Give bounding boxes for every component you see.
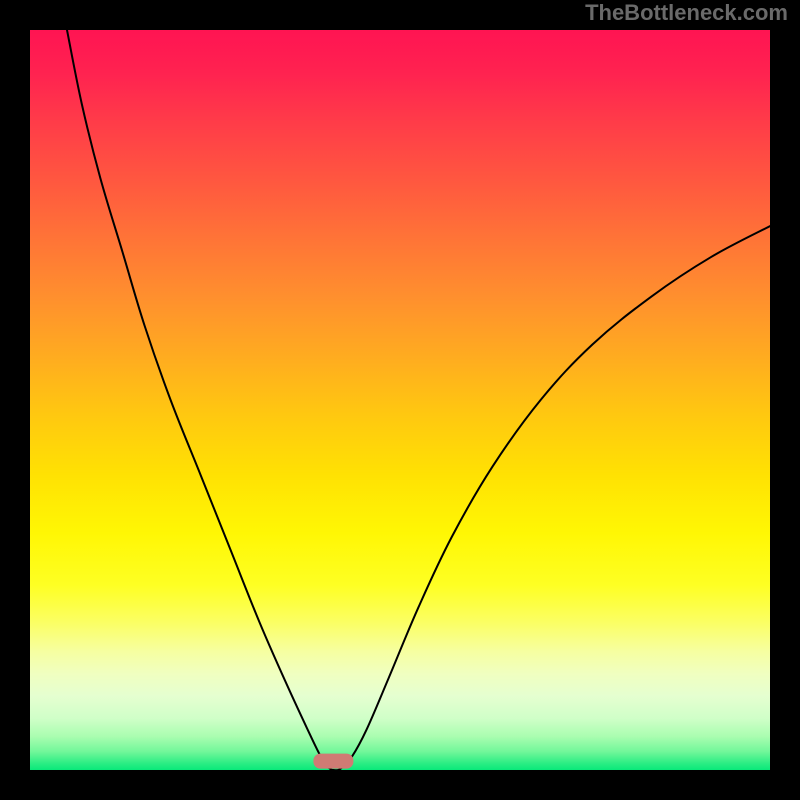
optimal-marker [313, 754, 353, 769]
watermark-text: TheBottleneck.com [585, 0, 788, 26]
gradient-background [30, 30, 770, 770]
plot-area [30, 30, 770, 770]
chart-container: TheBottleneck.com [0, 0, 800, 800]
plot-svg [30, 30, 770, 770]
